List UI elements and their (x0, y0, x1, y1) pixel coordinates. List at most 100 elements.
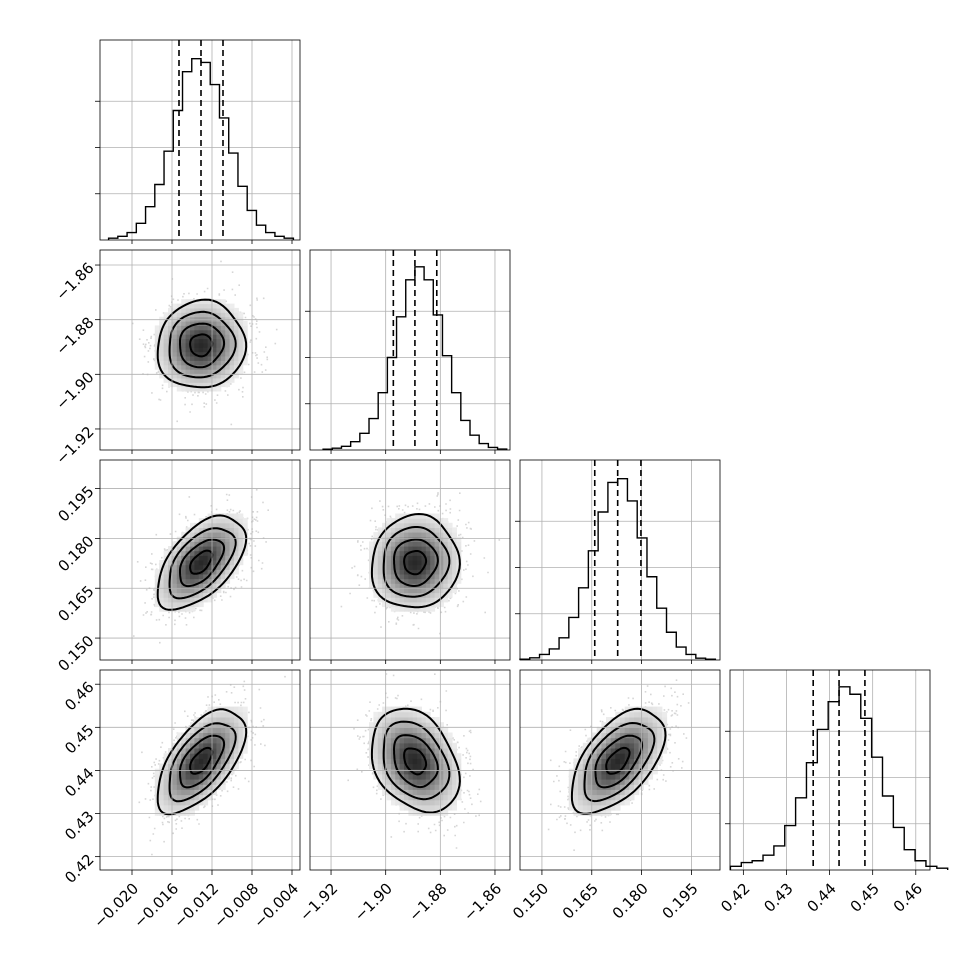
density-cell (194, 779, 200, 785)
density-cell (417, 550, 422, 556)
density-cell (194, 601, 200, 608)
density-cell (390, 546, 396, 552)
density-cell (430, 536, 436, 542)
density-cell (190, 527, 195, 533)
density-cell (220, 578, 226, 584)
density-cell (159, 578, 165, 584)
density-cell (198, 307, 204, 313)
density-cell (207, 532, 213, 538)
density-cell (439, 574, 444, 580)
density-cell (203, 307, 209, 313)
density-cell (615, 717, 621, 723)
density-cell (399, 564, 405, 570)
density-cell (168, 763, 173, 770)
density-cell (408, 748, 414, 754)
density-cell (229, 546, 235, 552)
density-cell (154, 338, 160, 344)
density-cell (203, 574, 209, 580)
density-cell (606, 753, 612, 759)
density-cell (159, 360, 165, 366)
density-cell (172, 583, 178, 589)
density-cell (399, 606, 405, 612)
density-cell (404, 722, 409, 728)
density-cell (181, 794, 187, 801)
density-cell (592, 737, 598, 744)
density-cell (587, 742, 593, 749)
density-cell (181, 804, 187, 811)
density-cell (382, 541, 387, 547)
density-cell (425, 804, 431, 811)
density-cell (601, 732, 607, 739)
density-cell (190, 727, 195, 733)
density-cell (624, 737, 630, 744)
density-cell (154, 773, 160, 780)
density-cell (216, 727, 222, 733)
density-cell (229, 325, 235, 331)
density-cell (377, 732, 383, 739)
density-cell (198, 784, 204, 790)
density-cell (194, 722, 200, 728)
density-cell (377, 550, 383, 556)
density-cell (194, 329, 200, 335)
density-cell (439, 560, 444, 566)
density-cell (386, 748, 392, 754)
density-cell (610, 758, 616, 765)
density-cell (234, 536, 239, 542)
density-cell (207, 742, 213, 749)
density-cell (452, 804, 457, 811)
density-cell (176, 541, 182, 547)
density-cell (176, 592, 182, 598)
density-cell (386, 541, 392, 547)
density-cell (386, 737, 392, 744)
density-cell (643, 727, 649, 733)
density-cell (439, 737, 444, 744)
density-cell (573, 804, 579, 811)
density-cell (212, 546, 217, 552)
density-cell (430, 564, 436, 570)
density-cell (194, 316, 200, 322)
density-cell (408, 711, 414, 718)
density-cell (634, 711, 640, 718)
density-cell (212, 737, 217, 744)
density-cell (207, 574, 213, 580)
density-cell (425, 748, 431, 754)
density-cell (159, 321, 165, 326)
density-cell (412, 732, 418, 739)
density-cell (408, 779, 414, 785)
density-cell (404, 583, 409, 589)
density-cell (203, 329, 209, 335)
density-cell (242, 711, 248, 718)
density-cell (181, 592, 187, 598)
density-cell (399, 722, 405, 728)
density-cell (154, 334, 160, 340)
density-cell (234, 763, 239, 770)
density-cell (620, 748, 626, 754)
density-cell (620, 711, 626, 718)
density-content (310, 670, 510, 870)
density-cell (163, 799, 169, 806)
density-cell (610, 789, 616, 796)
density-cell (190, 532, 195, 538)
density-cell (408, 592, 414, 598)
density-cell (430, 727, 436, 733)
density-cell (238, 711, 244, 718)
density-cell (425, 560, 431, 566)
density-cell (395, 527, 401, 533)
density-cell (207, 364, 213, 370)
density-cell (573, 810, 579, 816)
density-cell (439, 779, 444, 785)
density-cell (212, 386, 217, 392)
density-cell (390, 536, 396, 542)
density-cell (447, 763, 453, 770)
density-cell (194, 578, 200, 584)
density-cell (225, 536, 231, 542)
density-cell (657, 758, 663, 765)
density-cell (181, 606, 187, 612)
density-cell (185, 779, 191, 785)
density-cell (447, 804, 453, 811)
density-cell (154, 360, 160, 366)
density-cell (163, 347, 169, 353)
density-cell (425, 732, 431, 739)
density-cell (657, 742, 663, 749)
density-cell (592, 773, 598, 780)
